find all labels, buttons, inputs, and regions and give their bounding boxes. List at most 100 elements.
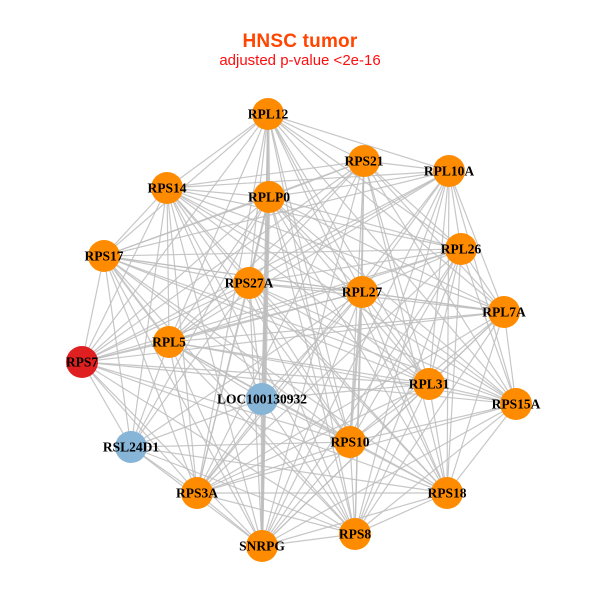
node-label-RPS3A: RPS3A [176,486,218,501]
edge-RPL12-RPL10A [267,113,450,172]
node-RPS8 [339,518,371,550]
edge-RPL27-RPL31 [361,291,430,385]
node-RPL12 [252,98,284,130]
edge-RPL10A-RPS14 [166,170,450,189]
edge-RPL10A-RPS27A [248,170,450,284]
edge-RPL5-SNRPG [168,341,263,547]
edge-RPS10-SNRPG [261,441,351,547]
edge-RPS14-RPS15A [166,187,517,405]
edge-RPS7-RPS3A [81,361,198,494]
edge-RPL10A-RPS17 [103,170,450,257]
node-label-RPS17: RPS17 [84,249,123,264]
edge-RPL10A-RPL5 [168,170,450,343]
edge-RPS27A-RPS7 [81,282,250,363]
edge-RPL7A-RPS3A [196,311,505,494]
edge-RPL10A-RPS15A [448,170,517,405]
edge-LOC100130932-RSL24D1 [130,398,263,448]
edge-RPLP0-RPS15A [268,196,517,405]
node-RPS21 [348,145,380,177]
edge-RPS15A-RPS8 [354,403,517,535]
node-label-RPL31: RPL31 [409,377,450,392]
edge-RPL31-RPS18 [428,383,448,494]
edge-RPS27A-RPS15A [248,282,517,405]
edge-RPL27-RPS7 [81,291,363,363]
edge-RSL24D1-RPS10 [130,441,351,448]
edge-RPL31-RPS10 [349,383,430,443]
node-RPS17 [88,240,120,272]
edge-RPL31-RPS3A [196,383,430,494]
edge-RPL12-RPS14 [166,113,269,189]
node-label-SNRPG: SNRPG [239,539,285,554]
node-label-RPS8: RPS8 [339,527,372,542]
edge-RPL5-RPS3A [168,341,198,494]
edge-RPS17-RPS10 [103,255,351,443]
edge-RPL5-LOC100130932 [168,341,263,400]
edge-RPS7-RPS8 [81,361,356,535]
node-RPS7 [66,346,98,378]
node-label-RPS7: RPS7 [66,355,99,370]
edge-RPL26-RPL27 [361,248,462,293]
edge-LOC100130932-RPL31 [261,383,430,400]
edge-RSL24D1-RPS8 [130,446,356,535]
node-RPS14 [151,172,183,204]
node-label-RPS15A: RPS15A [492,397,541,412]
edge-RPS21-RPS14 [166,160,365,189]
edge-RPL10A-RPS3A [196,170,450,494]
edge-RPS21-RPS18 [363,160,448,494]
edge-RPLP0-LOC100130932 [261,196,270,400]
edge-RPL26-RPS8 [354,248,462,535]
edge-RPLP0-RPL7A [268,196,505,313]
edge-RPS7-SNRPG [81,361,263,547]
node-label-RPL10A: RPL10A [424,164,475,179]
edge-RPS27A-LOC100130932 [248,282,263,400]
edge-RPL10A-RPL7A [448,170,505,313]
edge-RPL12-RPL7A [267,113,505,313]
edge-RPS7-RPS15A [81,361,517,405]
edge-RPL26-RPL31 [428,248,462,385]
nodes-layer [66,98,532,562]
edge-RPS17-RPS3A [103,255,198,494]
edge-RPL12-RPS21 [267,113,365,162]
edge-RPS14-RPS27A [166,187,250,284]
edge-RPL27-RPL7A [361,291,505,313]
node-RPS27A [233,267,265,299]
edge-RPL5-RPL31 [168,341,430,385]
node-RPL7A [488,296,520,328]
edge-RPS18-RPS8 [354,492,448,535]
edge-RPS7-RPS10 [81,361,351,443]
edge-RPS17-RPL5 [103,255,170,343]
edge-RPL27-RPS15A [361,291,517,405]
node-label-RPL12: RPL12 [248,107,289,122]
edge-RPLP0-RPS7 [81,196,270,363]
plot-title: HNSC tumor [242,31,358,52]
edge-RPLP0-RSL24D1 [130,196,270,448]
edge-RPS17-RPS8 [103,255,356,535]
edge-RPL31-SNRPG [261,383,430,547]
node-label-RPS10: RPS10 [330,435,369,450]
edge-RPS27A-RPL31 [248,282,430,385]
edge-RPLP0-RPL26 [268,196,462,250]
node-RPL26 [445,233,477,265]
edge-RPL7A-RPS7 [81,311,505,363]
edge-RPLP0-RPL27 [268,196,363,293]
node-LOC100130932 [246,383,278,415]
edge-RPL12-RPS10 [267,113,351,443]
edge-RPS14-RPS7 [81,187,168,363]
node-RPL31 [413,368,445,400]
edge-RPL26-RPS27A [248,248,462,284]
edge-RPS14-RPLP0 [166,187,270,198]
edge-RPS10-RPS18 [349,441,448,494]
edge-RPS7-RSL24D1 [81,361,132,448]
node-RPS10 [334,426,366,458]
edge-RPL26-RPS17 [103,248,462,257]
edge-LOC100130932-RPS8 [261,398,356,535]
node-RPS3A [181,477,213,509]
edge-RPL27-LOC100130932 [261,291,363,400]
node-label-RPL7A: RPL7A [482,305,526,320]
edge-RPS15A-RPS10 [349,403,517,443]
node-RPL5 [153,326,185,358]
node-label-LOC100130932: LOC100130932 [217,392,307,407]
node-label-RSL24D1: RSL24D1 [103,440,160,455]
